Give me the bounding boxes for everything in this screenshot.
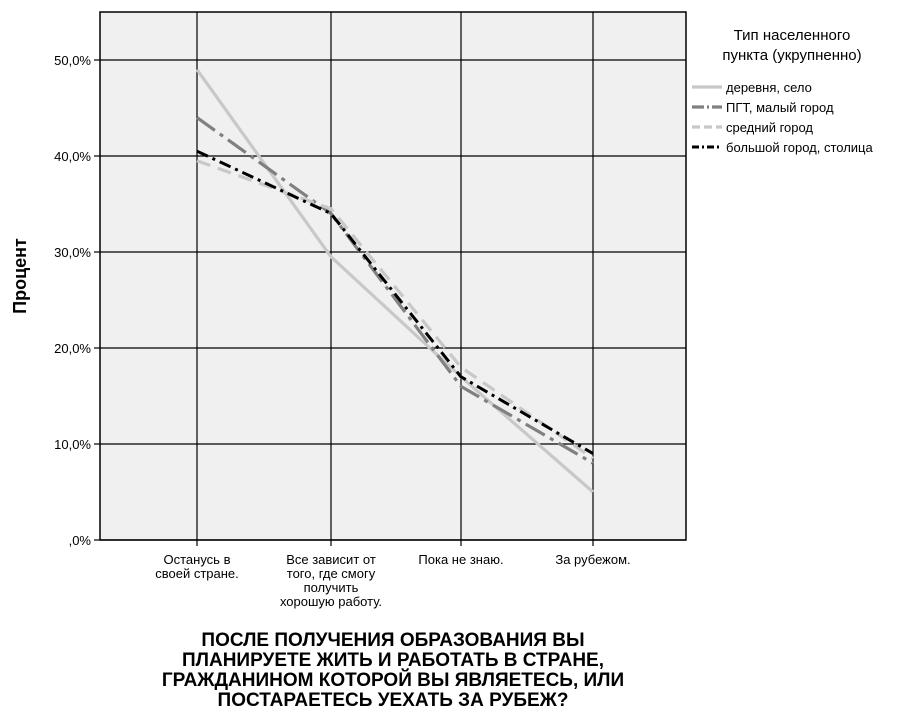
y-axis-label: Процент	[10, 238, 30, 314]
y-tick-label: 20,0%	[54, 341, 91, 356]
plot-area	[99, 11, 687, 541]
series-line	[195, 68, 595, 494]
x-axis-ticks: Останусь в своей стране. Все зависит от тог…	[155, 540, 631, 609]
series-lines	[195, 68, 595, 494]
y-tick-label: 50,0%	[54, 53, 91, 68]
y-tick-label: 10,0%	[54, 437, 91, 452]
series-line	[196, 149, 594, 455]
legend-label: средний город	[726, 120, 813, 135]
x-tick-label: За рубежом.	[555, 552, 630, 567]
series-line	[196, 116, 594, 465]
x-tick-label: Все зависит от того, где смогу получить хор…	[280, 552, 382, 609]
x-axis-title: ПОСЛЕ ПОЛУЧЕНИЯ ОБРАЗОВАНИЯ ВЫ ПЛАНИРУЕТЕ…	[162, 630, 624, 711]
legend: Тип населенного пункта (укрупненно) деревн…	[692, 27, 873, 155]
series-line	[196, 159, 594, 460]
x-axis-label: ПОСЛЕ ПОЛУЧЕНИЯ ОБРАЗОВАНИЯ ВЫ ПЛАНИРУЕТЕ…	[162, 630, 624, 711]
legend-title: Тип населенного пункта (укрупненно)	[722, 27, 861, 64]
y-tick-label: 40,0%	[54, 149, 91, 164]
legend-label: ПГТ, малый город	[726, 100, 834, 115]
x-tick-label: Пока не знаю.	[418, 552, 503, 567]
y-axis-ticks: ,0% 10,0% 20,0% 30,0% 40,0% 50,0%	[54, 53, 100, 548]
y-axis-label-group: Процент	[10, 238, 30, 314]
legend-label: большой город, столица	[726, 140, 873, 155]
x-tick-label: Останусь в своей стране.	[155, 552, 239, 581]
y-tick-label: 30,0%	[54, 245, 91, 260]
legend-label: деревня, село	[726, 80, 812, 95]
y-tick-label: ,0%	[69, 533, 92, 548]
